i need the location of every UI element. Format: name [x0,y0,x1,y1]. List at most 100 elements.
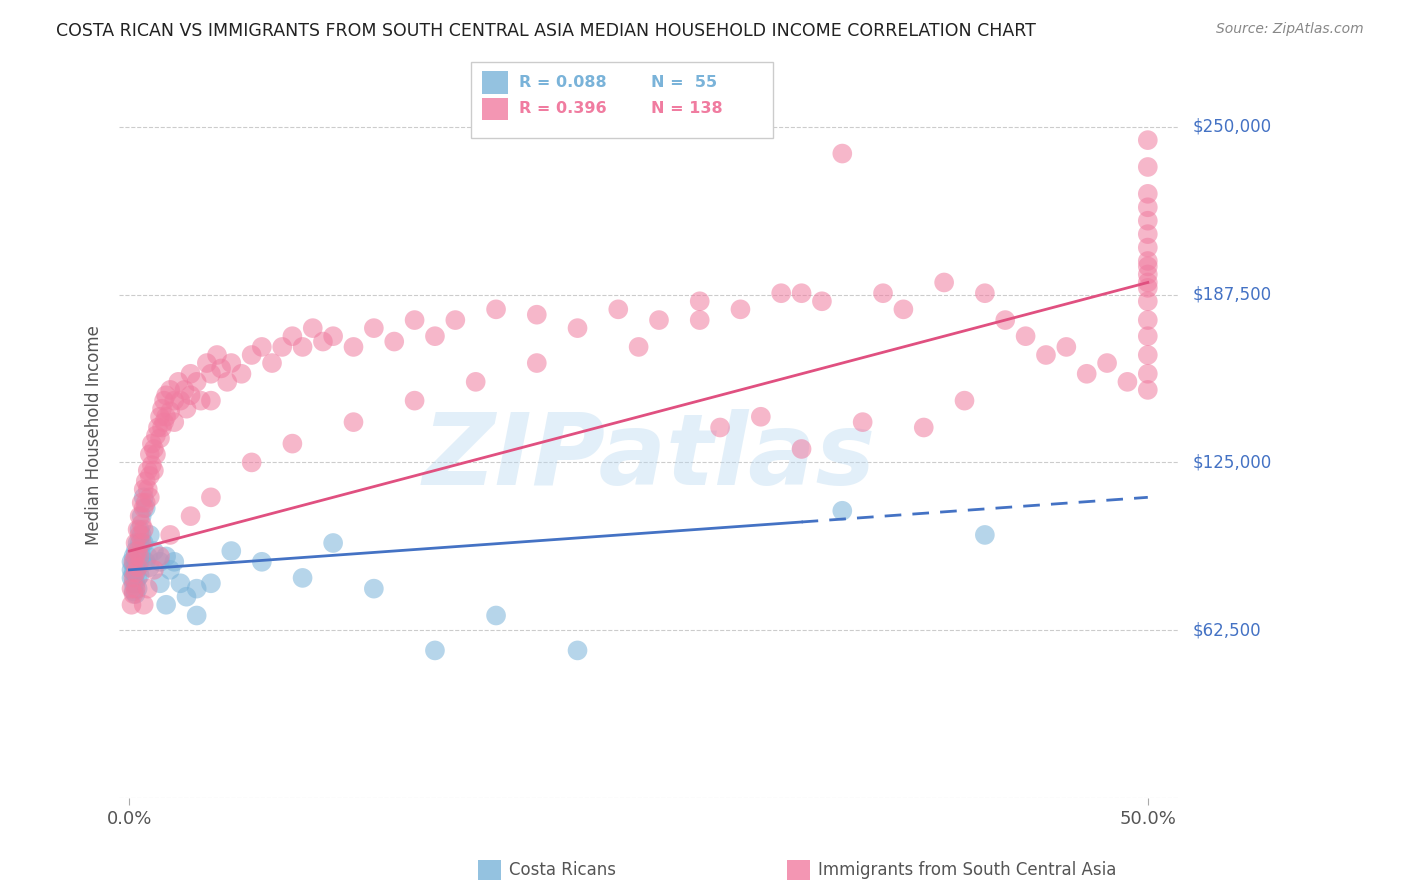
Point [145,447,167,461]
Point [159,404,181,418]
Point [186,608,208,623]
Point [1136,383,1159,397]
Point [240,455,263,469]
Text: Immigrants from South Central Asia: Immigrants from South Central Asia [818,861,1116,879]
Point [322,536,344,550]
Point [1095,356,1118,370]
Point [423,329,446,343]
Point [485,302,508,317]
Point [485,608,508,623]
Point [136,582,159,596]
Point [200,576,222,591]
Text: Source: ZipAtlas.com: Source: ZipAtlas.com [1216,22,1364,37]
Text: N = 138: N = 138 [651,102,723,116]
Point [163,555,186,569]
Y-axis label: Median Household Income: Median Household Income [86,326,103,546]
Point [217,375,239,389]
Point [831,146,853,161]
Point [128,509,150,524]
Point [135,555,157,569]
Text: ZIPatlas: ZIPatlas [422,409,876,506]
Point [124,587,146,601]
Point [709,420,731,434]
Point [124,582,146,596]
Point [526,308,548,322]
Point [131,517,153,532]
Point [121,571,143,585]
Point [163,393,186,408]
Point [139,447,162,461]
Point [124,549,146,564]
Point [122,549,145,564]
Point [464,375,486,389]
Point [872,286,894,301]
Point [159,563,181,577]
Point [169,393,191,408]
Point [180,367,202,381]
Point [142,463,165,477]
Point [1136,227,1159,241]
Point [145,428,167,442]
Point [127,560,149,574]
Point [155,388,177,402]
Point [301,321,323,335]
Point [934,276,956,290]
Point [1054,340,1077,354]
Point [831,504,853,518]
Point [205,348,228,362]
Point [342,415,364,429]
Point [146,420,169,434]
Point [200,491,222,505]
Point [122,576,145,591]
Point [124,544,146,558]
Point [149,555,172,569]
Point [423,643,446,657]
Point [128,523,150,537]
Point [150,420,173,434]
Point [790,442,813,456]
Point [127,582,149,596]
Point [128,528,150,542]
Point [127,523,149,537]
Point [291,571,314,585]
Point [149,576,172,591]
Point [271,340,294,354]
Point [136,483,159,497]
Point [607,302,630,317]
Point [141,436,163,450]
Point [186,375,208,389]
Point [1136,260,1159,274]
Point [155,549,177,564]
Point [221,356,243,370]
Point [128,568,150,582]
Point [281,436,304,450]
Point [131,536,153,550]
Point [139,491,162,505]
Point [260,356,283,370]
Point [1136,329,1159,343]
Point [131,549,153,564]
Point [132,491,155,505]
Point [1136,268,1159,282]
Point [135,501,157,516]
Point [150,401,173,416]
Point [770,286,793,301]
Point [240,348,263,362]
Point [121,598,143,612]
Point [404,393,426,408]
Point [121,582,143,596]
Point [128,536,150,550]
Point [893,302,915,317]
Point [131,528,153,542]
Point [852,415,875,429]
Point [124,566,146,580]
Point [1136,294,1159,309]
Point [1136,213,1159,227]
Point [363,321,385,335]
Point [127,549,149,564]
Point [190,393,212,408]
Point [149,409,172,424]
Point [382,334,405,349]
Point [1136,241,1159,255]
Point [1116,375,1139,389]
